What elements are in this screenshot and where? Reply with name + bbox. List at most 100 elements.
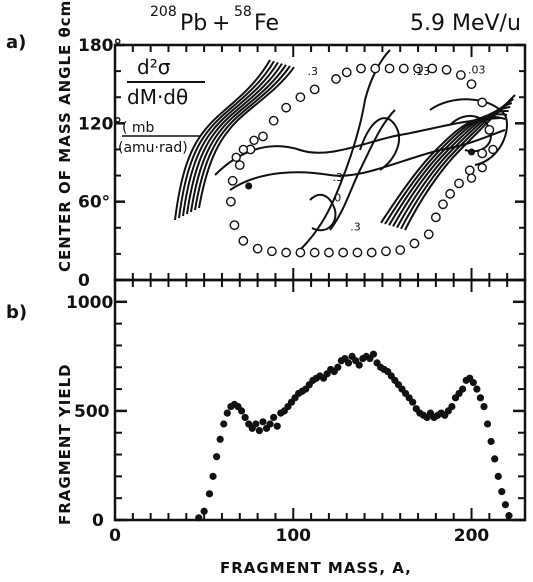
- formula-numerator: d²σ: [137, 55, 171, 79]
- panel-b-ylabel: FRAGMENT YIELD: [56, 363, 74, 525]
- panel-b-ytick-label: 500: [74, 402, 110, 422]
- panel-a-contours: [174, 49, 516, 251]
- left-contour-line: [182, 61, 279, 217]
- panel-a-ridge-point: [398, 63, 409, 74]
- panel-b-data-point: [459, 385, 467, 393]
- panel-b-data-point: [216, 435, 224, 443]
- panel-b-data-point: [205, 490, 214, 498]
- panel-b-data-point: [480, 402, 488, 411]
- panel-a-frame: [113, 43, 527, 282]
- panel-a-inner-point: [488, 144, 498, 155]
- panel-b-data-point: [223, 409, 231, 417]
- panel-a-ridge-point: [309, 84, 320, 95]
- panel-a-ridge-point: [423, 229, 434, 240]
- panel-b-data-point: [270, 413, 278, 422]
- interior-contour-line: [359, 117, 400, 171]
- interior-contour-line: [309, 193, 337, 232]
- panel-a-ridge-point: [331, 74, 341, 84]
- panel-a-ridge-point: [281, 102, 292, 113]
- panel-a-ytick-label: 60°: [78, 193, 110, 213]
- left-contour-line: [198, 66, 295, 209]
- panel-a-ridge-point: [238, 235, 249, 246]
- panel-b-data-point: [487, 437, 495, 446]
- panel-a-ridge-point: [477, 148, 488, 159]
- panel-b-data-point: [200, 507, 208, 515]
- panel-a-ridge-point: [341, 67, 352, 78]
- panel-a-ridge-point: [445, 188, 456, 199]
- panel-b-data-point: [494, 472, 502, 480]
- interior-contour-line: [429, 98, 508, 166]
- unit-denominator: (amu·rad): [118, 140, 188, 156]
- panel-a-ridge-point: [252, 243, 263, 254]
- panel-a-ridge-point: [338, 247, 349, 258]
- panel-a-inner-point: [466, 173, 477, 183]
- panel-a-ridge-point: [281, 247, 292, 258]
- contour-value-label: .3: [350, 220, 361, 233]
- panel-a-ridge-point: [309, 247, 320, 258]
- panel-a-ridge-point: [324, 247, 334, 258]
- panel-b-data-point: [209, 472, 217, 480]
- panel-b-data-point: [334, 363, 342, 371]
- panel-a-inner-point: [477, 163, 487, 173]
- left-contour-line: [174, 59, 271, 221]
- contour-value-label: .03: [468, 64, 486, 77]
- left-contour-line: [194, 65, 291, 211]
- panel-a-peak-marker: [245, 182, 253, 190]
- panel-a-inner-point: [231, 152, 241, 162]
- panel-b-data-point: [483, 420, 492, 428]
- panel-a-inner-point: [238, 144, 249, 155]
- panel-a-ridge-point: [370, 63, 381, 74]
- panel-a-ridge-point: [384, 63, 395, 74]
- panel-a-ridge-point: [409, 238, 420, 249]
- panel-b-data-point: [220, 420, 228, 428]
- panel-b-frame: [113, 278, 527, 522]
- panel-a-ridge-point: [229, 220, 240, 231]
- panel-b-data-point: [498, 488, 506, 496]
- panel-a-ridge-point: [484, 124, 495, 135]
- panel-b-data-point: [266, 420, 274, 428]
- unit-numerator: ( mb: [122, 120, 155, 136]
- title-energy: 5.9 MeV/u: [410, 11, 521, 36]
- title-plus: +: [212, 11, 230, 36]
- contour-value-label: .13: [413, 65, 431, 78]
- panel-b-xlabel: FRAGMENT MASS, A,: [220, 559, 412, 577]
- panel-a-ylabel: CENTER OF MASS ANGLE θcm: [56, 0, 74, 272]
- panel-b-data-point: [355, 361, 363, 369]
- title-target: Fe: [254, 11, 279, 36]
- panel-b-plot: 0 100 200 0 500 1000: [66, 278, 527, 546]
- interior-contour-line: [329, 109, 396, 231]
- panel-b-data-point: [195, 514, 203, 522]
- panel-a-ridge-point: [438, 199, 448, 210]
- panel-a-plot: 0 60° 120° 180° .3 .13 .03 0 .3 .3 d²σ dM·dθ ( m…: [78, 36, 527, 292]
- panel-b-data-point: [469, 378, 477, 387]
- panel-a-ridge-point: [413, 63, 423, 74]
- panel-a-ridge-point: [356, 63, 366, 74]
- contour-value-label: 0: [334, 192, 341, 205]
- panel-a-ridge-point: [366, 247, 377, 258]
- panel-a-ridge-point: [268, 115, 279, 126]
- panel-b-data-point: [213, 453, 221, 461]
- panel-a-ytick-label: 0: [78, 271, 90, 291]
- formula-denominator: dM·dθ: [127, 85, 188, 109]
- panel-a-ridge-point: [295, 92, 306, 103]
- interior-contour-line: [214, 117, 501, 176]
- panel-a-ridge-point: [455, 70, 466, 80]
- contour-value-label: .3: [332, 171, 343, 184]
- panel-a-ridge-point: [295, 247, 306, 258]
- panel-b-data-point: [473, 385, 481, 393]
- panel-b-data-point: [255, 426, 263, 435]
- panel-a-ytick-label: 120°: [78, 114, 122, 134]
- panel-b-data-point: [273, 422, 281, 430]
- panel-b-data-point: [501, 501, 509, 509]
- panel-a-inner-point: [249, 135, 259, 146]
- panel-b-ytick-label: 1000: [66, 293, 113, 313]
- panel-b-data-point: [241, 413, 249, 422]
- panel-a-ridge-point: [352, 247, 363, 258]
- panel-a-ridge-point: [234, 160, 245, 171]
- panel-b-data-point: [369, 350, 378, 358]
- panel-a-ridge-point: [454, 178, 464, 189]
- panel-b-data-point: [344, 359, 353, 367]
- panel-a-label: a): [6, 32, 26, 53]
- panel-b-xtick-label: 0: [109, 526, 121, 546]
